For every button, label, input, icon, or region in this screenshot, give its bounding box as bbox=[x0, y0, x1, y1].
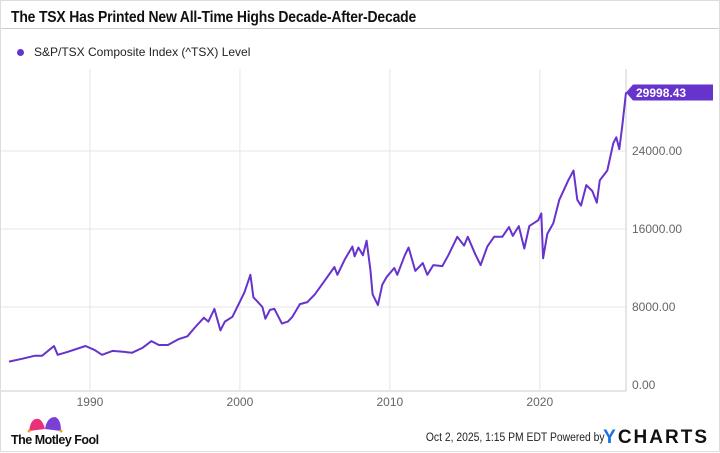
y-tick-label: 24000.00 bbox=[632, 144, 682, 158]
series-line-tsx bbox=[8, 92, 627, 363]
legend-label: S&P/TSX Composite Index (^TSX) Level bbox=[34, 45, 251, 59]
footer-timestamp: Oct 2, 2025, 1:15 PM EDT Powered by bbox=[426, 432, 605, 444]
y-tick-label: 8000.00 bbox=[632, 300, 676, 314]
last-value-flag bbox=[626, 84, 713, 101]
jester-hat-icon bbox=[27, 417, 63, 433]
chart-title: The TSX Has Printed New All-Time Highs D… bbox=[11, 9, 417, 26]
y-tick-label: 16000.00 bbox=[632, 222, 682, 236]
x-tick-label: 2010 bbox=[376, 395, 403, 409]
y-tick-label: 0.00 bbox=[632, 378, 656, 392]
last-value-label: 29998.43 bbox=[636, 86, 686, 100]
legend-marker bbox=[17, 48, 24, 56]
ycharts-logo[interactable]: YCHARTS bbox=[603, 427, 709, 448]
motley-fool-logo: The Motley Fool bbox=[11, 417, 99, 447]
title-divider bbox=[1, 28, 719, 29]
x-tick-label: 2020 bbox=[526, 395, 553, 409]
x-tick-label: 2000 bbox=[227, 395, 254, 409]
legend: S&P/TSX Composite Index (^TSX) Level bbox=[17, 45, 250, 59]
x-tick-label: 1990 bbox=[77, 395, 104, 409]
